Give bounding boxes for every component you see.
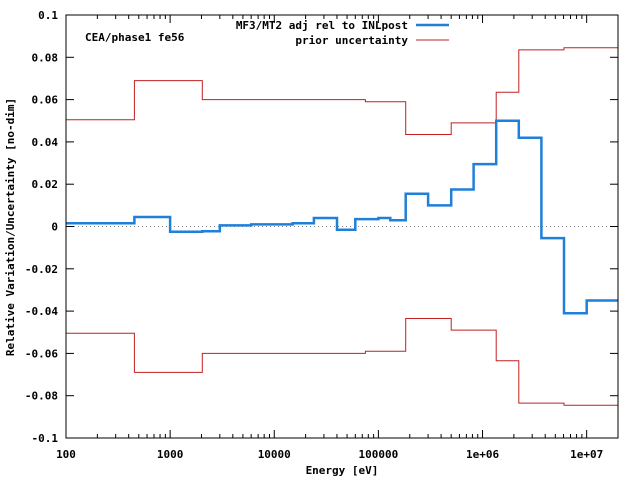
ticks-layer: 0.1 0.08 0.06 0.04 0.02 0 -0.02 -0.04 -0.06 -0.08… bbox=[25, 9, 619, 461]
y-tick-label: 0.1 bbox=[38, 9, 58, 22]
y-tick-label: -0.02 bbox=[25, 263, 58, 276]
y-tick-label: 0.02 bbox=[32, 178, 59, 191]
x-axis-label: Energy [eV] bbox=[306, 464, 379, 477]
series-layer bbox=[66, 47, 618, 406]
x-tick-label: 100000 bbox=[359, 448, 399, 461]
uncertainty-lower-line bbox=[66, 318, 618, 406]
y-tick-label: -0.06 bbox=[25, 347, 58, 360]
x-tick-label: 1000 bbox=[157, 448, 184, 461]
adjustment-line bbox=[66, 119, 618, 315]
chart-annotation: CEA/phase1 fe56 bbox=[85, 31, 185, 44]
x-tick-label: 10000 bbox=[258, 448, 291, 461]
x-tick-label: 1e+07 bbox=[570, 448, 603, 461]
x-tick-label: 1e+06 bbox=[466, 448, 499, 461]
y-tick-label: 0 bbox=[51, 221, 58, 234]
x-tick-label: 100 bbox=[56, 448, 76, 461]
legend: MF3/MT2 adj rel to INLpost prior uncertai… bbox=[236, 19, 449, 47]
uncertainty-upper-line bbox=[66, 47, 618, 135]
y-tick-label: -0.1 bbox=[32, 432, 59, 445]
y-tick-label: -0.04 bbox=[25, 305, 58, 318]
y-tick-label: 0.06 bbox=[32, 94, 59, 107]
legend-label: prior uncertainty bbox=[295, 34, 408, 47]
y-axis-label: Relative Variation/Uncertainty [no-dim] bbox=[4, 98, 17, 356]
y-tick-label: 0.08 bbox=[32, 51, 59, 64]
legend-label: MF3/MT2 adj rel to INLpost bbox=[236, 19, 408, 32]
y-tick-label: 0.04 bbox=[32, 136, 59, 149]
y-tick-label: -0.08 bbox=[25, 390, 58, 403]
